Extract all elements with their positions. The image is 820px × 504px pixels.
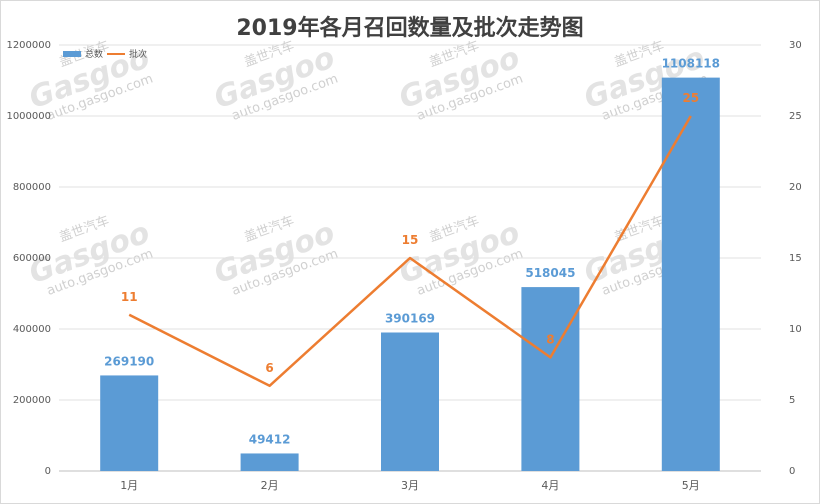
bar-data-label: 518045 — [525, 266, 575, 280]
right-tick-label: 10 — [789, 324, 802, 335]
line-data-label: 6 — [265, 361, 273, 375]
line-series — [128, 115, 692, 388]
bar-data-label: 269190 — [104, 354, 154, 368]
bar-data-labels: 269190 49412 390169 518045 1108118 — [104, 57, 720, 447]
category-label: 1月 — [120, 479, 138, 492]
bar — [521, 287, 580, 471]
right-tick-label: 15 — [789, 253, 802, 264]
line-data-label: 8 — [546, 332, 554, 346]
right-axis: 0 5 10 15 20 25 30 — [789, 40, 802, 477]
right-tick-label: 25 — [789, 111, 802, 122]
category-axis: 1月 2月 3月 4月 5月 — [120, 479, 700, 492]
line-data-label: 15 — [402, 233, 419, 247]
bar — [240, 453, 299, 471]
bar-data-label: 49412 — [249, 432, 291, 446]
left-tick-label: 400000 — [13, 324, 51, 335]
legend-swatch-bar — [63, 51, 81, 57]
left-tick-label: 600000 — [13, 253, 51, 264]
chart-title: 2019年各月召回数量及批次走势图 — [236, 15, 583, 41]
line-data-labels: 11 6 15 8 25 — [121, 91, 699, 375]
bar-data-label: 1108118 — [662, 57, 720, 71]
category-label: 4月 — [541, 479, 559, 492]
category-label: 3月 — [401, 479, 419, 492]
legend-label-bar: 总数 — [85, 48, 103, 60]
category-label: 5月 — [682, 479, 700, 492]
bar — [381, 332, 439, 471]
line-data-label: 11 — [121, 290, 138, 304]
left-tick-label: 1000000 — [6, 111, 51, 122]
category-label: 2月 — [261, 479, 279, 492]
legend: 总数 批次 — [63, 48, 147, 60]
right-tick-label: 20 — [789, 182, 802, 193]
left-tick-label: 200000 — [13, 395, 51, 406]
left-tick-label: 0 — [45, 466, 51, 477]
bar — [661, 77, 720, 472]
bar-data-label: 390169 — [385, 311, 435, 325]
right-tick-label: 30 — [789, 40, 802, 51]
line-data-label: 25 — [682, 91, 699, 105]
left-axis: 0 200000 400000 600000 800000 1000000 1200000 — [6, 40, 51, 477]
right-tick-label: 5 — [789, 395, 795, 406]
right-tick-label: 0 — [789, 466, 795, 477]
left-tick-label: 800000 — [13, 182, 51, 193]
bar-series — [100, 77, 720, 472]
bar — [100, 375, 159, 471]
left-tick-label: 1200000 — [6, 40, 51, 51]
legend-label-line: 批次 — [129, 48, 147, 60]
